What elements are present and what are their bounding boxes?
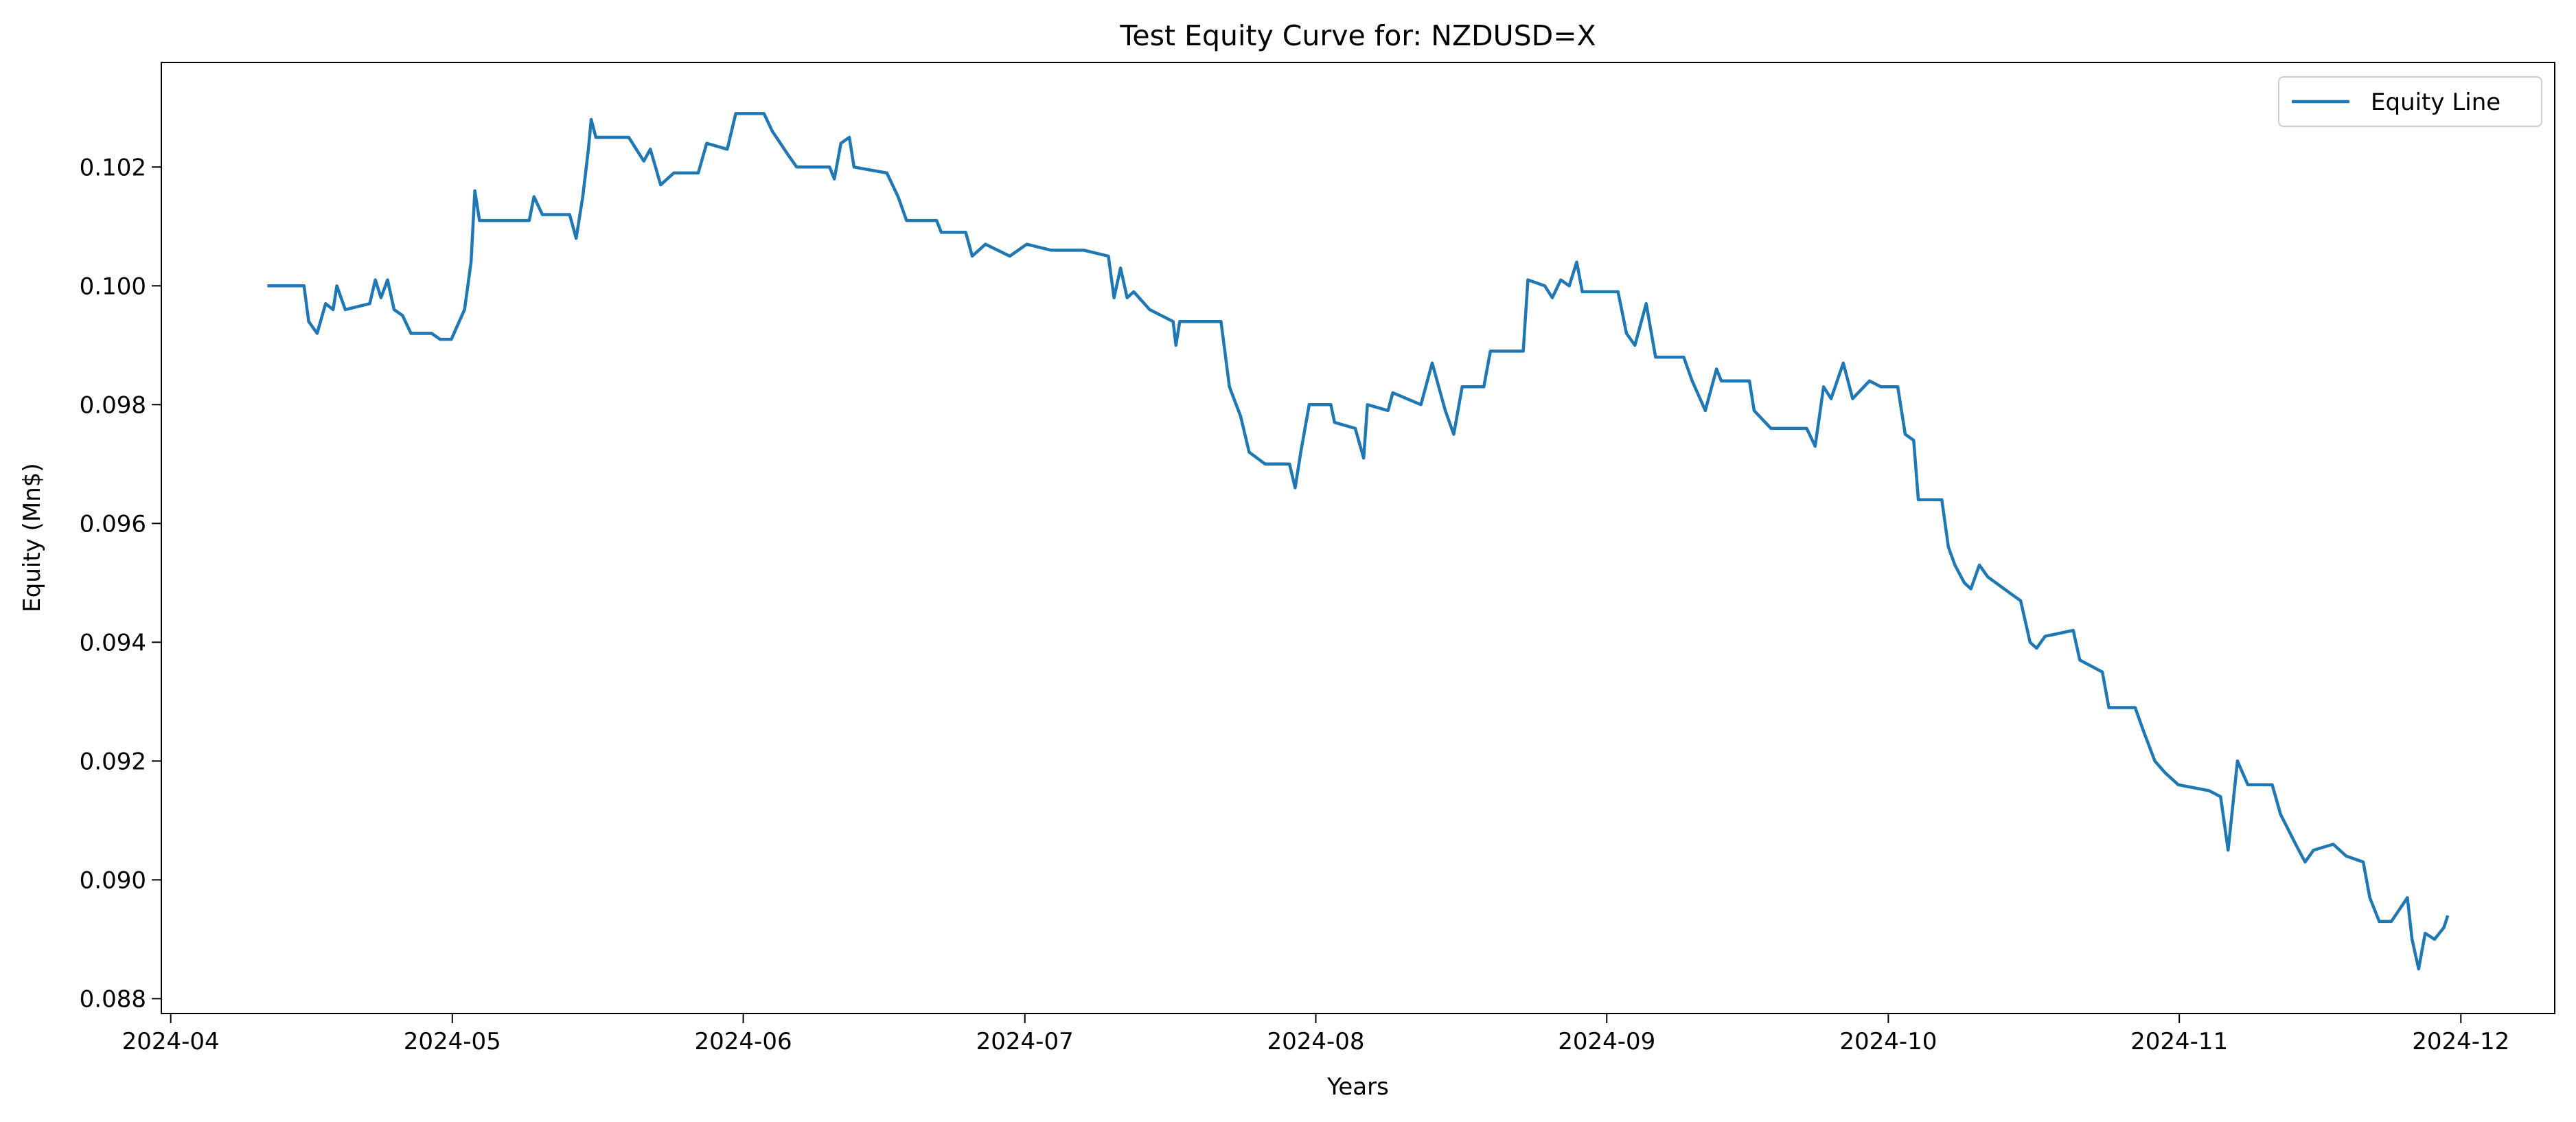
equity-line xyxy=(267,112,2450,971)
x-tick-label: 2024-05 xyxy=(404,1028,501,1055)
y-tick-label: 0.094 xyxy=(80,629,146,656)
x-tick-label: 2024-12 xyxy=(2412,1028,2509,1055)
y-tick-label: 0.100 xyxy=(80,273,146,300)
x-tick-label: 2024-04 xyxy=(122,1028,220,1055)
y-tick-label: 0.098 xyxy=(80,391,146,419)
y-tick-label: 0.092 xyxy=(80,748,146,775)
legend-box xyxy=(2278,76,2542,127)
y-tick-label: 0.096 xyxy=(80,510,146,538)
x-tick-label: 2024-10 xyxy=(1839,1028,1937,1055)
y-tick-label: 0.090 xyxy=(80,867,146,894)
y-axis-label: Equity (Mn$) xyxy=(19,463,46,612)
x-tick-label: 2024-07 xyxy=(976,1028,1074,1055)
x-tick-label: 2024-06 xyxy=(695,1028,792,1055)
plot-frame xyxy=(161,62,2555,1014)
y-tick-label: 0.088 xyxy=(80,985,146,1013)
legend-label: Equity Line xyxy=(2371,89,2500,116)
chart-title: Test Equity Curve for: NZDUSD=X xyxy=(1119,19,1596,52)
y-tick-label: 0.102 xyxy=(80,154,146,181)
x-tick-label: 2024-09 xyxy=(1558,1028,1655,1055)
x-tick-label: 2024-11 xyxy=(2130,1028,2228,1055)
x-axis-label: Years xyxy=(1326,1073,1389,1101)
x-tick-label: 2024-08 xyxy=(1267,1028,1364,1055)
